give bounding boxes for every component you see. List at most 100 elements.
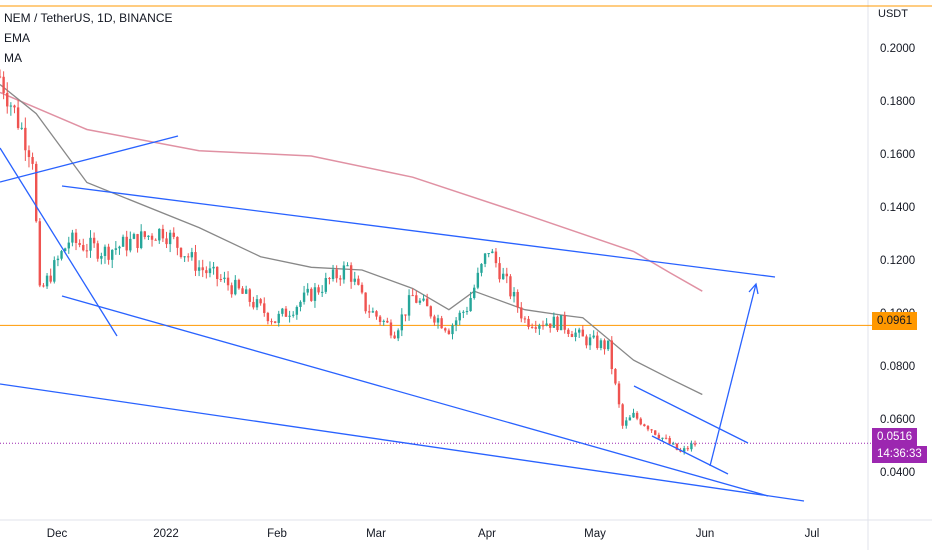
candle-up <box>20 127 23 129</box>
ema-line <box>0 91 703 292</box>
candle-up <box>100 255 103 259</box>
candle-up <box>606 340 610 350</box>
candle-up <box>588 337 592 346</box>
candle-down <box>284 308 288 317</box>
candle-down <box>527 318 530 327</box>
candle-up <box>168 232 172 245</box>
candle-up <box>60 251 63 259</box>
candle-down <box>27 150 31 158</box>
projection-arrow-head <box>748 282 759 295</box>
candle-up <box>592 335 595 338</box>
time-tick-label: 2022 <box>153 528 179 540</box>
candle-up <box>147 235 150 237</box>
candle-up <box>281 308 284 314</box>
candle-up <box>56 258 60 261</box>
candle-up <box>487 253 490 255</box>
candle-down <box>639 418 642 425</box>
candle-down <box>393 335 396 339</box>
candle-up <box>67 242 70 249</box>
candle-up <box>480 263 483 273</box>
candle-up <box>661 437 664 439</box>
candle-down <box>219 278 223 280</box>
candle-down <box>585 336 588 346</box>
candle-down <box>328 278 331 280</box>
candle-down <box>201 267 204 271</box>
candle-up <box>299 301 302 307</box>
trendline-channel-top <box>61 185 776 278</box>
candle-up <box>422 298 425 301</box>
candle-up <box>473 287 476 299</box>
time-tick-label: Dec <box>46 528 68 540</box>
candle-down <box>2 76 5 93</box>
symbol-title[interactable]: NEM / TetherUS, 1D, BINANCE <box>4 11 173 25</box>
candle-down <box>31 157 34 164</box>
candle-down <box>360 284 364 293</box>
candle-down <box>378 316 382 322</box>
candle-down <box>339 278 342 280</box>
candle-down <box>494 251 498 264</box>
candle-up <box>53 260 56 282</box>
candle-down <box>693 443 697 445</box>
candle-down <box>179 247 183 258</box>
candle-down <box>248 289 251 302</box>
candle-up <box>559 315 563 331</box>
ma-indicator-label[interactable]: MA <box>4 51 22 65</box>
candle-up <box>476 272 480 288</box>
candle-up <box>234 279 237 295</box>
candle-down <box>447 330 451 335</box>
trendline-upper-short <box>0 135 179 183</box>
candle-up <box>483 253 487 264</box>
time-tick-label: Jul <box>804 528 820 540</box>
candle-down <box>161 228 165 239</box>
candle-up <box>288 315 291 317</box>
candle-down <box>335 269 338 279</box>
price-tick-label: 0.1400 <box>880 202 916 214</box>
time-tick-label: Mar <box>366 528 386 540</box>
candle-down <box>263 303 266 313</box>
candle-up <box>628 417 632 421</box>
candle-down <box>375 311 378 317</box>
candle-down <box>429 306 432 317</box>
candle-up <box>208 268 212 274</box>
candle-down <box>404 314 407 316</box>
candle-down <box>38 221 42 286</box>
candle-down <box>581 329 585 337</box>
candle-up <box>295 306 299 315</box>
ma-line <box>0 83 703 396</box>
candle-down <box>635 412 639 419</box>
candle-up <box>538 325 541 329</box>
ema-indicator-label[interactable]: EMA <box>4 31 31 45</box>
candle-down <box>49 275 52 282</box>
candle-up <box>462 311 465 313</box>
candle-up <box>197 267 201 271</box>
candle-up <box>121 236 125 247</box>
candle-down <box>16 107 20 128</box>
trendline-long-support <box>0 383 805 502</box>
trendline-steep-left <box>0 147 118 337</box>
candle-down <box>389 322 393 336</box>
candle-down <box>509 276 512 297</box>
trendline-wedge-bottom <box>651 435 729 475</box>
candle-up <box>103 246 107 256</box>
candle-up <box>223 277 226 280</box>
candle-up <box>9 105 13 107</box>
candle-down <box>433 316 436 323</box>
candle-down <box>154 239 157 241</box>
price-tick-label: 0.1600 <box>880 149 916 161</box>
trendline-wedge-top <box>633 385 749 444</box>
candle-down <box>241 288 244 294</box>
candle-up <box>418 300 422 303</box>
candle-down <box>317 287 320 293</box>
candle-down <box>0 76 2 78</box>
candle-down <box>368 311 371 313</box>
candle-up <box>331 269 335 280</box>
candle-down <box>349 265 353 282</box>
candle-down <box>24 127 27 151</box>
candle-up <box>63 248 67 252</box>
candle-down <box>252 301 255 308</box>
candle-up <box>114 248 118 250</box>
candle-down <box>226 277 230 286</box>
candle-down <box>96 243 99 259</box>
